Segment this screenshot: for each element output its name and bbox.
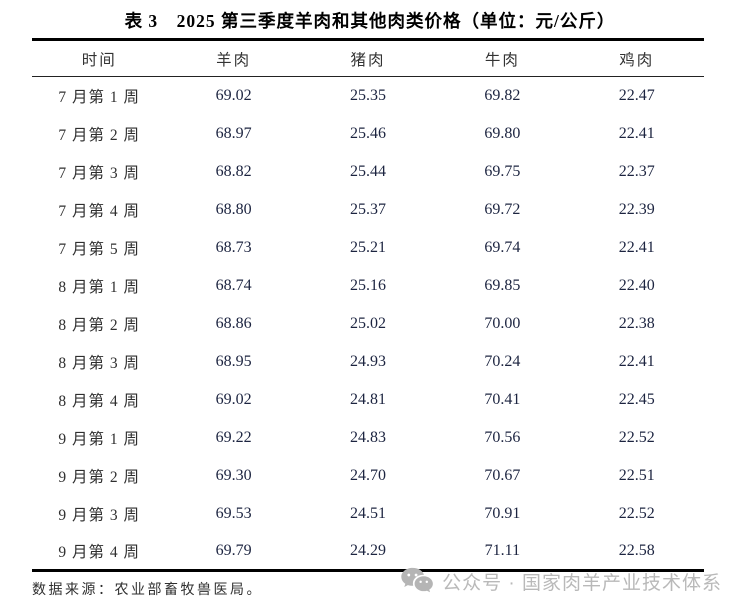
table-row: 8 月第 1 周 68.74 25.16 69.85 22.40 bbox=[32, 267, 704, 305]
table-row: 8 月第 3 周 68.95 24.93 70.24 22.41 bbox=[32, 343, 704, 381]
time-cell: 7 月第 1 周 bbox=[58, 88, 141, 106]
table-row: 8 月第 2 周 68.86 25.02 70.00 22.38 bbox=[32, 305, 704, 343]
time-cell: 8 月第 4 周 bbox=[58, 392, 141, 410]
price-table: 时间 羊肉 猪肉 牛肉 鸡肉 7 月第 1 周 69.02 25.35 69.82 22… bbox=[32, 38, 704, 572]
table-row: 7 月第 2 周 68.97 25.46 69.80 22.41 bbox=[32, 115, 704, 153]
time-cell: 7 月第 3 周 bbox=[58, 164, 141, 182]
time-cell: 9 月第 3 周 bbox=[58, 506, 141, 524]
column-header-time: 时间 bbox=[81, 51, 117, 69]
price-cell: 25.02 bbox=[349, 314, 386, 332]
table-title: 表 3 2025 第三季度羊肉和其他肉类价格（单位：元/公斤） bbox=[124, 11, 616, 31]
price-cell: 22.38 bbox=[618, 314, 655, 332]
time-cell: 8 月第 3 周 bbox=[58, 354, 141, 372]
price-cell: 69.02 bbox=[215, 390, 252, 408]
time-cell: 9 月第 2 周 bbox=[58, 468, 141, 486]
price-cell: 24.29 bbox=[349, 541, 386, 559]
price-cell: 25.35 bbox=[349, 86, 386, 104]
price-cell: 70.24 bbox=[484, 352, 521, 370]
price-cell: 25.21 bbox=[349, 238, 386, 256]
table-row: 7 月第 5 周 68.73 25.21 69.74 22.41 bbox=[32, 229, 704, 267]
time-cell: 7 月第 4 周 bbox=[58, 202, 141, 220]
price-cell: 69.22 bbox=[215, 428, 252, 446]
price-cell: 69.53 bbox=[215, 504, 252, 522]
price-cell: 71.11 bbox=[484, 541, 521, 559]
price-cell: 70.56 bbox=[484, 428, 521, 446]
table-row: 7 月第 1 周 69.02 25.35 69.82 22.47 bbox=[32, 77, 704, 115]
price-cell: 69.85 bbox=[484, 276, 521, 294]
price-cell: 22.39 bbox=[618, 200, 655, 218]
column-header-beef: 牛肉 bbox=[484, 51, 520, 69]
table-row: 8 月第 4 周 69.02 24.81 70.41 22.45 bbox=[32, 381, 704, 419]
price-cell: 68.82 bbox=[215, 162, 252, 180]
table-row: 9 月第 4 周 69.79 24.29 71.11 22.58 bbox=[32, 533, 704, 571]
price-cell: 69.80 bbox=[484, 124, 521, 142]
price-cell: 22.52 bbox=[618, 428, 655, 446]
table-row: 9 月第 1 周 69.22 24.83 70.56 22.52 bbox=[32, 419, 704, 457]
price-cell: 68.95 bbox=[215, 352, 252, 370]
price-cell: 68.97 bbox=[215, 124, 252, 142]
column-header-mutton: 羊肉 bbox=[216, 51, 252, 69]
time-cell: 9 月第 4 周 bbox=[58, 543, 141, 561]
price-cell: 68.86 bbox=[215, 314, 252, 332]
price-cell: 22.47 bbox=[618, 86, 655, 104]
price-cell: 69.82 bbox=[484, 86, 521, 104]
table-row: 9 月第 2 周 69.30 24.70 70.67 22.51 bbox=[32, 457, 704, 495]
table-header-row: 时间 羊肉 猪肉 牛肉 鸡肉 bbox=[32, 40, 704, 77]
price-cell: 22.45 bbox=[618, 390, 655, 408]
table-row: 9 月第 3 周 69.53 24.51 70.91 22.52 bbox=[32, 495, 704, 533]
price-cell: 69.72 bbox=[484, 200, 521, 218]
price-cell: 22.52 bbox=[618, 504, 655, 522]
data-source-note: 数据来源：农业部畜牧兽医局。 bbox=[32, 583, 263, 598]
table-body: 7 月第 1 周 69.02 25.35 69.82 22.47 7 月第 2 周 68.9… bbox=[32, 77, 704, 571]
price-cell: 69.79 bbox=[215, 541, 252, 559]
watermark: 公众号 · 国家肉羊产业技术体系 bbox=[400, 567, 722, 595]
price-cell: 68.73 bbox=[215, 238, 252, 256]
table-row: 7 月第 3 周 68.82 25.44 69.75 22.37 bbox=[32, 153, 704, 191]
price-cell: 69.30 bbox=[215, 466, 252, 484]
price-cell: 25.16 bbox=[349, 276, 386, 294]
price-cell: 22.37 bbox=[618, 162, 655, 180]
time-cell: 9 月第 1 周 bbox=[58, 430, 141, 448]
time-cell: 7 月第 5 周 bbox=[58, 240, 141, 258]
price-cell: 68.80 bbox=[215, 200, 252, 218]
price-cell: 25.46 bbox=[349, 124, 386, 142]
price-cell: 22.58 bbox=[618, 541, 655, 559]
price-cell: 24.83 bbox=[349, 428, 386, 446]
price-cell: 70.00 bbox=[484, 314, 521, 332]
price-cell: 22.41 bbox=[618, 124, 655, 142]
price-cell: 70.67 bbox=[484, 466, 521, 484]
table-row: 7 月第 4 周 68.80 25.37 69.72 22.39 bbox=[32, 191, 704, 229]
price-cell: 22.41 bbox=[618, 352, 655, 370]
wechat-icon bbox=[401, 567, 433, 593]
price-cell: 24.70 bbox=[349, 466, 386, 484]
time-cell: 7 月第 2 周 bbox=[58, 126, 141, 144]
price-cell: 25.37 bbox=[349, 200, 386, 218]
price-cell: 22.41 bbox=[618, 238, 655, 256]
price-cell: 70.41 bbox=[484, 390, 521, 408]
price-cell: 22.51 bbox=[618, 466, 655, 484]
price-cell: 70.91 bbox=[484, 504, 521, 522]
price-cell: 24.81 bbox=[349, 390, 386, 408]
time-cell: 8 月第 2 周 bbox=[58, 316, 141, 334]
column-header-pork: 猪肉 bbox=[350, 51, 386, 69]
table-container: 时间 羊肉 猪肉 牛肉 鸡肉 7 月第 1 周 69.02 25.35 69.82 22… bbox=[32, 38, 704, 572]
price-cell: 69.74 bbox=[484, 238, 521, 256]
price-cell: 24.93 bbox=[349, 352, 386, 370]
column-header-chicken: 鸡肉 bbox=[619, 51, 655, 69]
watermark-text: 公众号 · 国家肉羊产业技术体系 bbox=[442, 572, 722, 594]
time-cell: 8 月第 1 周 bbox=[58, 278, 141, 296]
price-cell: 22.40 bbox=[618, 276, 655, 294]
price-cell: 69.75 bbox=[484, 162, 521, 180]
price-cell: 68.74 bbox=[215, 276, 252, 294]
price-cell: 24.51 bbox=[349, 504, 386, 522]
price-cell: 69.02 bbox=[215, 86, 252, 104]
price-cell: 25.44 bbox=[349, 162, 386, 180]
